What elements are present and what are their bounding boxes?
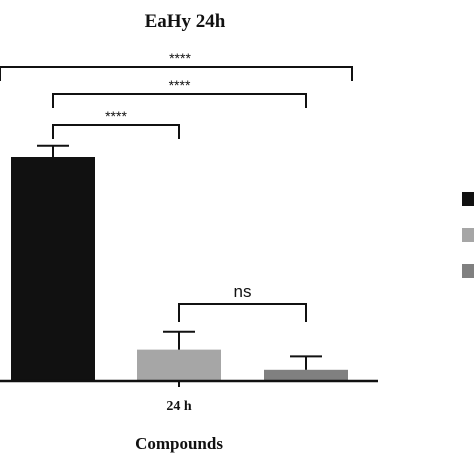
legend — [462, 192, 474, 278]
significance-bracket-1 — [52, 124, 180, 139]
significance-bracket-3 — [0, 66, 353, 81]
x-axis-label: Compounds — [135, 434, 223, 453]
bar-1 — [11, 157, 95, 381]
significance-label-2: **** — [169, 77, 191, 93]
bars — [11, 157, 348, 381]
error-bars — [37, 144, 322, 370]
significance-brackets: **** **** **** ns — [0, 50, 353, 322]
significance-label-4: ns — [234, 282, 252, 301]
significance-label-1: **** — [105, 108, 127, 124]
legend-swatch-3 — [462, 264, 474, 278]
significance-label-3: **** — [169, 50, 191, 66]
chart-title: EaHy 24h — [145, 11, 226, 32]
bar-2 — [137, 349, 221, 381]
significance-bracket-2 — [52, 93, 307, 108]
bar-3 — [264, 369, 348, 381]
x-tick-label: 24 h — [166, 399, 192, 414]
legend-swatch-1 — [462, 192, 474, 206]
legend-swatch-2 — [462, 228, 474, 242]
significance-bracket-4 — [178, 303, 307, 322]
